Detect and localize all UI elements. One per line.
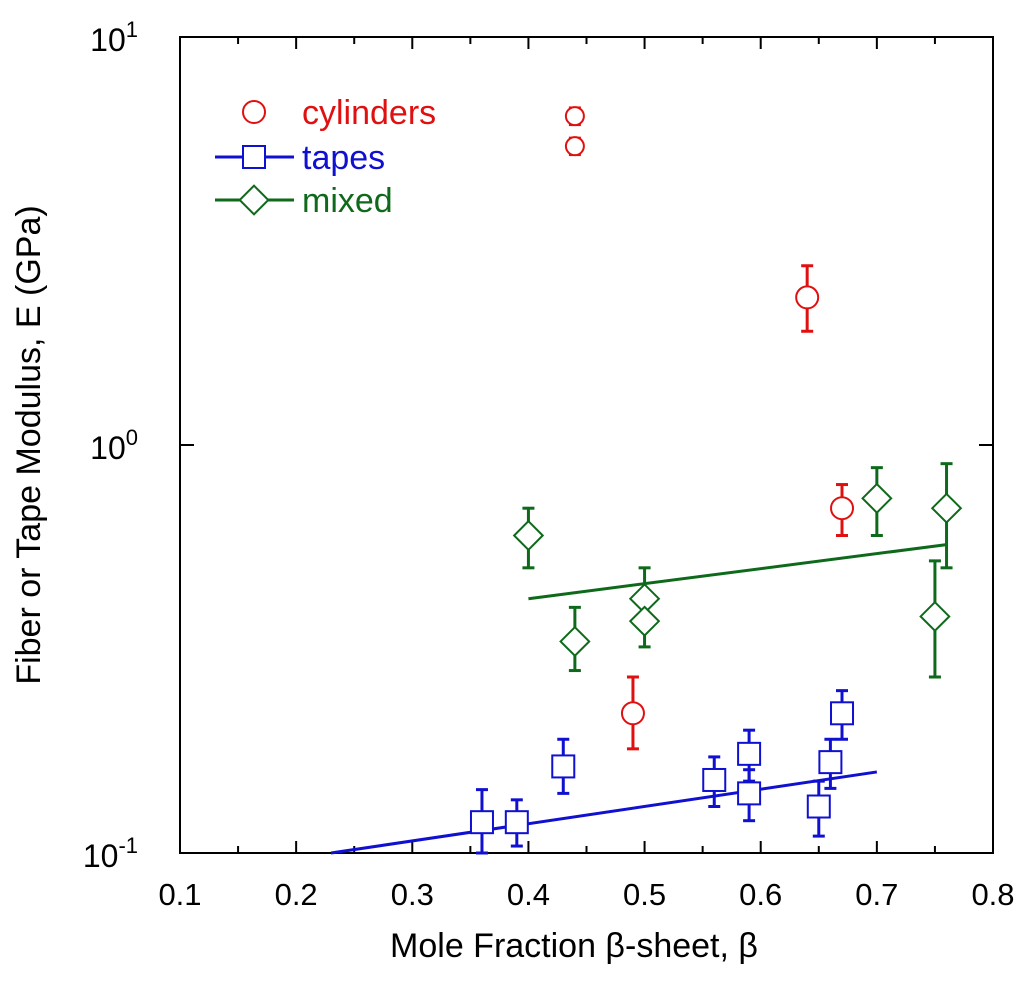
tapes-point	[830, 701, 855, 726]
legend: cylinders tapes mixed	[215, 94, 436, 220]
tapes-fit-line	[330, 770, 878, 855]
x-tick-label: 0.3	[391, 877, 434, 912]
fit-lines	[330, 543, 947, 855]
x-tick-label: 0.1	[158, 877, 201, 912]
x-tick-label: 0.5	[623, 877, 666, 912]
y-tick-label: 100	[90, 425, 138, 466]
legend-label-cylinders: cylinders	[302, 94, 436, 132]
x-tick-label: 0.7	[855, 877, 898, 912]
x-axis-label: Mole Fraction β-sheet, β	[390, 927, 758, 965]
mixed-point	[930, 492, 963, 524]
mixed-point	[628, 605, 661, 637]
legend-marker-tapes	[242, 145, 266, 169]
legend-label-mixed: mixed	[302, 182, 393, 220]
mixed-point	[919, 600, 951, 633]
mixed-point	[861, 482, 893, 515]
legend-label-tapes: tapes	[302, 139, 385, 177]
cylinders-point	[795, 285, 820, 310]
tapes-point	[702, 767, 727, 792]
cylinders-point	[564, 106, 585, 127]
tapes-point	[737, 741, 762, 766]
tapes-point	[806, 794, 831, 819]
data-markers	[469, 106, 963, 835]
tapes-point	[469, 810, 494, 835]
tapes-point	[551, 754, 576, 779]
mixed-point	[559, 625, 591, 658]
y-tick-label: 101	[90, 17, 138, 58]
x-tick-label: 0.4	[507, 877, 550, 912]
tapes-point	[818, 750, 843, 775]
x-tick-label: 0.6	[739, 877, 782, 912]
y-tick-label: 10-1	[83, 833, 138, 874]
x-tick-label: 0.8	[971, 877, 1014, 912]
axis-ticks: 0.1 0.2 0.3 0.4 0.5 0.6 0.7 0.8 10-1 100 101	[83, 17, 1015, 912]
mixed-fit-line	[528, 543, 947, 601]
mixed-point	[512, 519, 545, 552]
tapes-point	[737, 781, 762, 806]
y-axis-label: Fiber or Tape Modulus, E (GPa)	[10, 205, 48, 684]
legend-marker-mixed	[238, 184, 270, 216]
cylinders-point	[620, 701, 645, 726]
cylinders-point	[830, 496, 855, 521]
legend-marker-cylinders	[242, 100, 266, 124]
tapes-point	[504, 810, 529, 835]
error-bars	[475, 106, 953, 855]
cylinders-point	[564, 136, 585, 157]
x-tick-label: 0.2	[275, 877, 318, 912]
